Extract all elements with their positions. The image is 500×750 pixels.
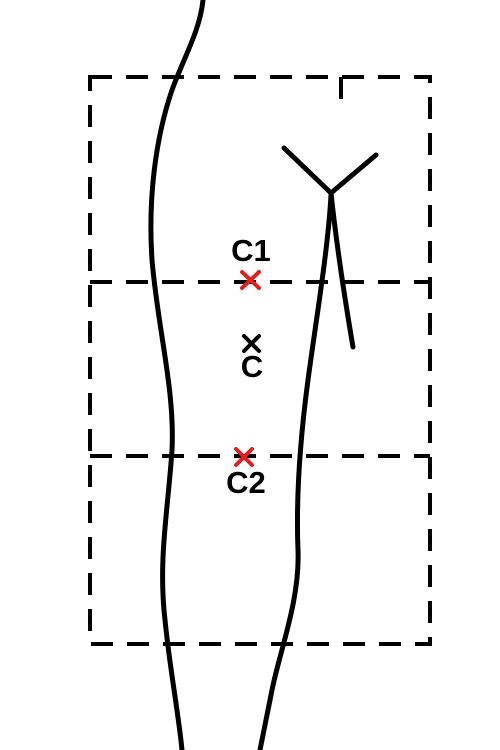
right-body-outline: [257, 192, 334, 750]
point-c-x-icon-stroke: [242, 334, 261, 353]
point-c1-label: C1: [231, 233, 271, 268]
point-c2-label: C2: [226, 465, 266, 500]
point-c1-x-icon-stroke: [240, 270, 261, 290]
point-c1-marker: [240, 270, 261, 290]
point-c2-x-icon-stroke: [234, 447, 254, 467]
left-body-outline: [148, 0, 206, 750]
point-c-label: C: [241, 349, 263, 384]
dashed-region-box: [88, 75, 432, 646]
groin-left-branch: [281, 145, 334, 196]
groin-tail-line: [328, 190, 356, 350]
groin-right-branch: [328, 152, 379, 196]
point-c-marker: [242, 334, 261, 353]
point-c2-marker: [234, 447, 254, 467]
